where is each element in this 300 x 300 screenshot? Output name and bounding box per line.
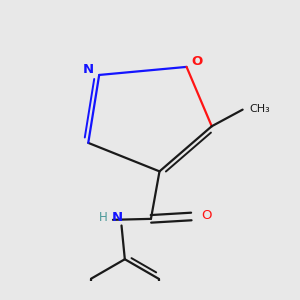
Text: H: H	[99, 211, 108, 224]
Text: O: O	[191, 55, 203, 68]
Text: N: N	[83, 63, 94, 76]
Text: O: O	[201, 209, 211, 222]
Text: CH₃: CH₃	[250, 104, 271, 114]
Text: N: N	[112, 211, 123, 224]
